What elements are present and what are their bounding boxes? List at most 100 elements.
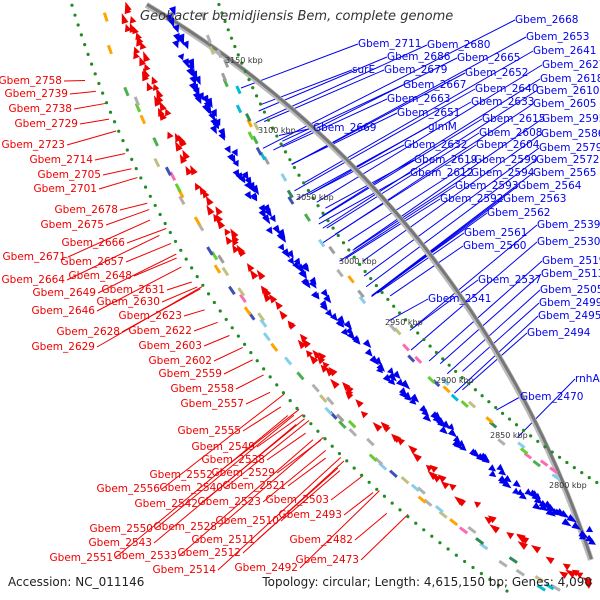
forward-gene-label[interactable]: Gbem_2495 [538, 310, 600, 322]
reverse-gene-label[interactable]: Gbem_2514 [152, 564, 216, 576]
forward-gene-label[interactable]: Gbem_2519 [542, 255, 600, 267]
reverse-gene-label[interactable]: Gbem_2603 [138, 340, 202, 352]
forward-gene-label[interactable]: Gbem_2513 [541, 268, 600, 280]
reverse-gene-label[interactable]: Gbem_2623 [118, 310, 182, 322]
forward-gene-label[interactable]: Gbem_2530 [537, 236, 600, 248]
forward-gene-label[interactable]: Gbem_2619 [414, 154, 478, 166]
reverse-gene-label[interactable]: Gbem_2701 [33, 183, 97, 195]
forward-gene-label[interactable]: Gbem_2686 [387, 51, 451, 63]
forward-gene-label[interactable]: Gbem_2605 [533, 98, 597, 110]
forward-gene-label[interactable]: surE [352, 64, 376, 76]
reverse-gene-label[interactable]: Gbem_2559 [158, 368, 222, 380]
reverse-gene-label[interactable]: Gbem_2549 [191, 441, 255, 453]
reverse-gene-label[interactable]: Gbem_2628 [56, 326, 120, 338]
forward-gene-label[interactable]: Gbem_2652 [465, 67, 529, 79]
reverse-gene-label[interactable]: Gbem_2657 [60, 256, 124, 268]
forward-gene-label[interactable]: Gbem_2632 [404, 139, 468, 151]
forward-gene-label[interactable]: Gbem_2592 [440, 193, 504, 205]
reverse-gene-label[interactable]: Gbem_2493 [278, 509, 342, 521]
reverse-gene-label[interactable]: Gbem_2648 [68, 270, 132, 282]
reverse-gene-label[interactable]: Gbem_2529 [211, 467, 275, 479]
reverse-gene-label[interactable]: Gbem_2678 [54, 204, 118, 216]
forward-gene-label[interactable]: Gbem_2595 [542, 113, 600, 125]
reverse-gene-label[interactable]: Gbem_2556 [96, 483, 160, 495]
reverse-gene-label[interactable]: Gbem_2630 [96, 296, 160, 308]
forward-gene-label[interactable]: Gbem_2494 [527, 327, 591, 339]
forward-gene-label[interactable]: Gbem_2563 [503, 193, 567, 205]
forward-gene-label[interactable]: Gbem_2667 [403, 79, 467, 91]
forward-gene-label[interactable]: Gbem_2586 [541, 128, 600, 140]
reverse-gene-label[interactable]: Gbem_2473 [295, 554, 359, 566]
reverse-gene-label[interactable]: Gbem_2675 [40, 219, 104, 231]
reverse-gene-label[interactable]: Gbem_2557 [180, 398, 244, 410]
forward-gene-label[interactable]: Gbem_2560 [463, 240, 527, 252]
reverse-gene-label[interactable]: Gbem_2739 [4, 88, 68, 100]
reverse-gene-label[interactable]: Gbem_2511 [191, 534, 255, 546]
forward-gene-label[interactable]: Gbem_2641 [533, 45, 597, 57]
forward-gene-label[interactable]: Gbem_2627 [542, 59, 600, 71]
reverse-gene-label[interactable]: Gbem_2758 [0, 75, 62, 87]
forward-gene-label[interactable]: Gbem_2663 [387, 93, 451, 105]
reverse-gene-label[interactable]: Gbem_2664 [1, 274, 65, 286]
forward-gene-label[interactable]: Gbem_2669 [313, 122, 377, 134]
forward-gene-label[interactable]: Gbem_2470 [520, 391, 584, 403]
forward-gene-label[interactable]: Gbem_2564 [518, 180, 582, 192]
reverse-gene-label[interactable]: Gbem_2550 [89, 523, 153, 535]
reverse-gene-label[interactable]: Gbem_2738 [8, 103, 72, 115]
forward-gene-label[interactable]: Gbem_2679 [384, 64, 448, 76]
forward-gene-label[interactable]: Gbem_2562 [487, 207, 551, 219]
forward-gene-label[interactable]: Gbem_2665 [457, 52, 521, 64]
forward-gene-label[interactable]: Gbem_2711 [358, 38, 422, 50]
forward-gene-label[interactable]: Gbem_2633 [471, 96, 535, 108]
reverse-gene-label[interactable]: Gbem_2540 [159, 482, 223, 494]
forward-gene-label[interactable]: Gbem_2612 [410, 167, 474, 179]
reverse-gene-label[interactable]: Gbem_2714 [29, 154, 93, 166]
forward-gene-label[interactable]: rnhA [575, 373, 600, 385]
reverse-gene-label[interactable]: Gbem_2671 [2, 251, 66, 263]
reverse-gene-label[interactable]: Gbem_2558 [170, 383, 234, 395]
reverse-gene-label[interactable]: Gbem_2510 [215, 515, 279, 527]
reverse-gene-label[interactable]: Gbem_2538 [201, 454, 265, 466]
reverse-gene-label[interactable]: Gbem_2705 [37, 169, 101, 181]
forward-gene-label[interactable]: Gbem_2599 [474, 154, 538, 166]
forward-gene-label[interactable]: Gbem_2593 [455, 180, 519, 192]
forward-gene-label[interactable]: Gbem_2604 [476, 139, 540, 151]
reverse-gene-label[interactable]: Gbem_2543 [88, 537, 152, 549]
forward-gene-label[interactable]: Gbem_2608 [479, 127, 543, 139]
reverse-gene-label[interactable]: Gbem_2523 [197, 496, 261, 508]
reverse-gene-label[interactable]: Gbem_2528 [153, 521, 217, 533]
reverse-gene-label[interactable]: Gbem_2555 [177, 425, 241, 437]
forward-gene-label[interactable]: Gbem_2610 [536, 85, 600, 97]
reverse-gene-label[interactable]: Gbem_2666 [61, 237, 125, 249]
reverse-gene-label[interactable]: Gbem_2482 [289, 534, 353, 546]
forward-gene-label[interactable]: Gbem_2565 [533, 167, 597, 179]
forward-gene-label[interactable]: Gbem_2668 [515, 14, 579, 26]
forward-gene-label[interactable]: Gbem_2618 [540, 73, 600, 85]
reverse-gene-label[interactable]: Gbem_2492 [234, 562, 298, 574]
forward-gene-label[interactable]: Gbem_2640 [475, 83, 539, 95]
reverse-gene-label[interactable]: Gbem_2521 [222, 480, 286, 492]
reverse-gene-label[interactable]: Gbem_2533 [113, 550, 177, 562]
reverse-gene-label[interactable]: Gbem_2649 [32, 287, 96, 299]
forward-gene-label[interactable]: Gbem_2653 [526, 31, 590, 43]
reverse-gene-label[interactable]: Gbem_2551 [49, 552, 113, 564]
reverse-gene-label[interactable]: Gbem_2729 [14, 118, 78, 130]
reverse-gene-label[interactable]: Gbem_2622 [128, 325, 192, 337]
forward-gene-label[interactable]: Gbem_2499 [539, 297, 600, 309]
forward-gene-label[interactable]: Gbem_2537 [478, 274, 542, 286]
forward-gene-label[interactable]: glmM [428, 121, 457, 133]
reverse-gene-label[interactable]: Gbem_2512 [177, 547, 241, 559]
reverse-gene-label[interactable]: Gbem_2602 [148, 355, 212, 367]
reverse-gene-label[interactable]: Gbem_2552 [149, 469, 213, 481]
reverse-gene-label[interactable]: Gbem_2503 [265, 494, 329, 506]
forward-gene-label[interactable]: Gbem_2651 [397, 107, 461, 119]
forward-gene-label[interactable]: Gbem_2579 [539, 142, 600, 154]
forward-gene-label[interactable]: Gbem_2572 [536, 154, 600, 166]
forward-gene-label[interactable]: Gbem_2505 [540, 284, 600, 296]
forward-gene-label[interactable]: Gbem_2680 [427, 39, 491, 51]
forward-gene-label[interactable]: Gbem_2615 [482, 113, 546, 125]
reverse-gene-label[interactable]: Gbem_2629 [31, 341, 95, 353]
forward-gene-label[interactable]: Gbem_2594 [471, 167, 535, 179]
forward-gene-label[interactable]: Gbem_2539 [537, 219, 600, 231]
reverse-gene-label[interactable]: Gbem_2631 [101, 284, 165, 296]
